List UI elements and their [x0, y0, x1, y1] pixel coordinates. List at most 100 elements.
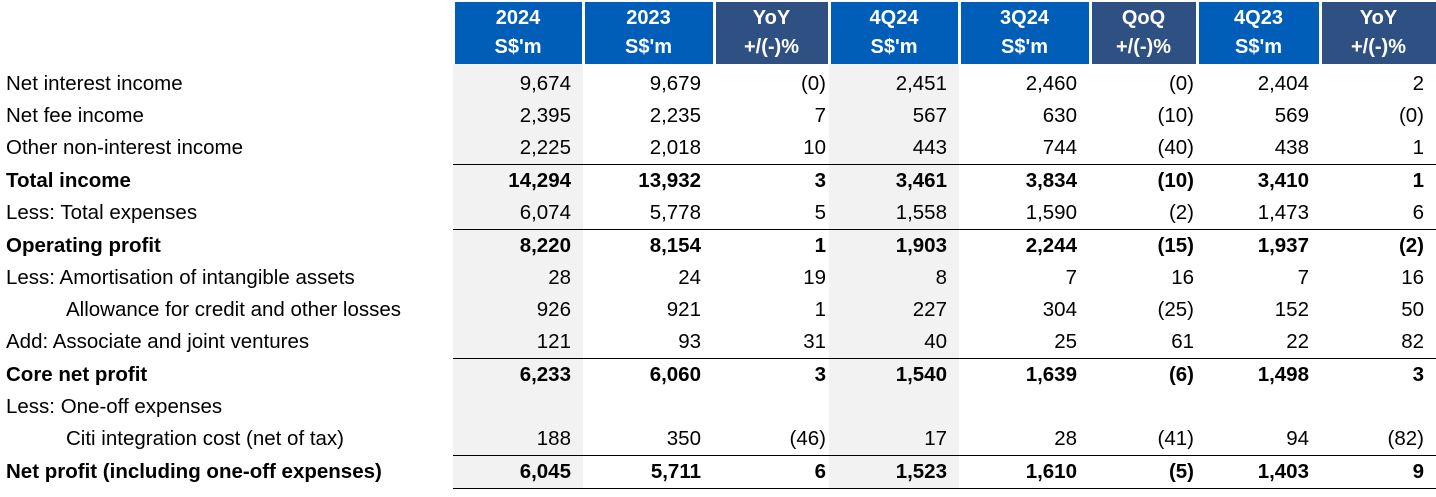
cell-value: 24 — [678, 266, 701, 289]
column-header-unit: S$'m — [1000, 36, 1048, 58]
cell-value: 7 — [1065, 266, 1077, 289]
column-header-4q24: 4Q24 S$'m — [827, 2, 960, 64]
cell-value: 28 — [453, 262, 583, 294]
column-header-unit: +/(-)% — [1116, 36, 1171, 58]
cell-value: 3,410 — [1197, 164, 1320, 197]
cell-value: 8 — [829, 262, 959, 294]
cell-value: 1,403 — [1197, 455, 1320, 489]
cell-value: 1 — [814, 298, 826, 321]
cell-value: (10) — [1157, 104, 1194, 127]
cell-value: 6,233 — [453, 358, 583, 391]
table-row: Other non-interest income 2,225 2,018 10 443… — [0, 132, 1436, 165]
cell-value: (82) — [1387, 427, 1424, 450]
cell-value: 1,590 — [1025, 201, 1077, 224]
cell-value: 9,679 — [649, 72, 701, 95]
table-row: Less: One-off expenses — [0, 391, 1436, 423]
cell-value: 6 — [714, 455, 829, 489]
cell-value — [583, 391, 714, 423]
row-label: Other non-interest income — [6, 136, 244, 160]
cell-value: (46) — [789, 427, 826, 450]
row-label: Core net profit — [6, 362, 148, 386]
row-label: Less: One-off expenses — [6, 395, 223, 418]
cell-value: 121 — [453, 326, 583, 359]
row-label: Citi integration cost (net of tax) — [66, 427, 345, 451]
column-header-unit: +/(-)% — [744, 36, 799, 58]
cell-value: 188 — [453, 423, 583, 456]
column-header-period: YoY — [752, 7, 791, 29]
cell-value: 1,498 — [1197, 358, 1320, 391]
cell-value: 1,540 — [829, 358, 959, 391]
cell-value — [1320, 391, 1436, 423]
cell-value: (6) — [1090, 358, 1197, 391]
table-body: Net interest income 9,674 9,679 (0) 2,451 2,4… — [0, 64, 1436, 489]
cell-value: 1,473 — [1257, 201, 1309, 224]
cell-value: 1,937 — [1197, 229, 1320, 262]
table-row: Total income 14,294 13,932 3 3,461 3,834 (10) 3… — [0, 164, 1436, 197]
cell-value: 28 — [1054, 427, 1077, 450]
table-row: Core net profit 6,233 6,060 3 1,540 1,639 (6) 1… — [0, 358, 1436, 391]
cell-value: 2,404 — [1257, 72, 1309, 95]
cell-value: 567 — [829, 100, 959, 132]
cell-value: 1 — [1320, 164, 1436, 197]
cell-value: 6,074 — [453, 197, 583, 230]
cell-value: 9,674 — [453, 64, 583, 100]
column-header-period: YoY — [1359, 7, 1398, 29]
cell-value: 8,220 — [453, 229, 583, 262]
cell-value: 1 — [714, 229, 829, 262]
cell-value: 17 — [829, 423, 959, 456]
row-label: Total income — [6, 168, 131, 192]
table-row: Less: Total expenses 6,074 5,778 5 1,558 1,59… — [0, 197, 1436, 230]
cell-value: 3,834 — [959, 164, 1090, 197]
cell-value: (5) — [1090, 455, 1197, 489]
cell-value: 921 — [666, 298, 701, 321]
column-header-period: 2023 — [626, 7, 671, 29]
column-header-unit: S$'m — [624, 36, 672, 58]
row-label: Net profit (including one-off expenses) — [6, 460, 382, 483]
column-header-3q24: 3Q24 S$'m — [957, 2, 1091, 64]
cell-value: 7 — [1297, 266, 1309, 289]
cell-value: (41) — [1157, 427, 1194, 450]
cell-value — [714, 391, 829, 423]
cell-value: 10 — [803, 136, 826, 159]
table-row: Net fee income 2,395 2,235 7 567 630 (10) 569 (0… — [0, 100, 1436, 132]
cell-value: 3 — [1320, 358, 1436, 391]
cell-value: (0) — [1168, 72, 1194, 95]
row-label: Operating profit — [6, 233, 161, 257]
cell-value — [1090, 391, 1197, 423]
cell-value: 5,778 — [649, 201, 701, 224]
column-header-2024: 2024 S$'m — [451, 2, 584, 64]
cell-value: 50 — [1401, 298, 1424, 321]
cell-value: 8,154 — [583, 229, 714, 262]
cell-value: 443 — [829, 132, 959, 165]
cell-value: 304 — [1042, 298, 1077, 321]
cell-value: 19 — [803, 266, 826, 289]
cell-value: 350 — [666, 427, 701, 450]
cell-value — [1197, 391, 1320, 423]
cell-value: 6,045 — [453, 455, 583, 489]
cell-value: 1 — [1412, 136, 1424, 159]
cell-value: 2,225 — [453, 132, 583, 165]
column-header-period: 2024 — [495, 7, 541, 29]
cell-value: 5,711 — [583, 455, 714, 489]
cell-value: 2,460 — [1025, 72, 1077, 95]
header-row: 2024 S$'m 2023 S$'m YoY +/(-)% 4Q24 S$'m 3Q24 S$'… — [0, 2, 1436, 64]
cell-value: 438 — [1274, 136, 1309, 159]
cell-value: (2) — [1320, 229, 1436, 262]
financial-summary-table: 2024 S$'m 2023 S$'m YoY +/(-)% 4Q24 S$'m 3Q24 S$'… — [0, 2, 1436, 489]
header-blank — [0, 2, 453, 64]
cell-value: (0) — [1398, 104, 1424, 127]
cell-value: 16 — [1171, 266, 1194, 289]
column-header-4q23: 4Q23 S$'m — [1195, 2, 1321, 64]
cell-value: 3 — [714, 358, 829, 391]
cell-value: 16 — [1401, 266, 1424, 289]
cell-value — [959, 391, 1090, 423]
column-header-period: QoQ — [1121, 7, 1166, 29]
cell-value: 2,451 — [829, 64, 959, 100]
column-header-unit: S$'m — [870, 36, 918, 58]
cell-value: 2,395 — [453, 100, 583, 132]
cell-value: 1,610 — [959, 455, 1090, 489]
cell-value: (2) — [1168, 201, 1194, 224]
table-row: Add: Associate and joint ventures 121 93 31… — [0, 326, 1436, 359]
row-label: Net fee income — [6, 104, 144, 127]
cell-value: 14,294 — [453, 164, 583, 197]
